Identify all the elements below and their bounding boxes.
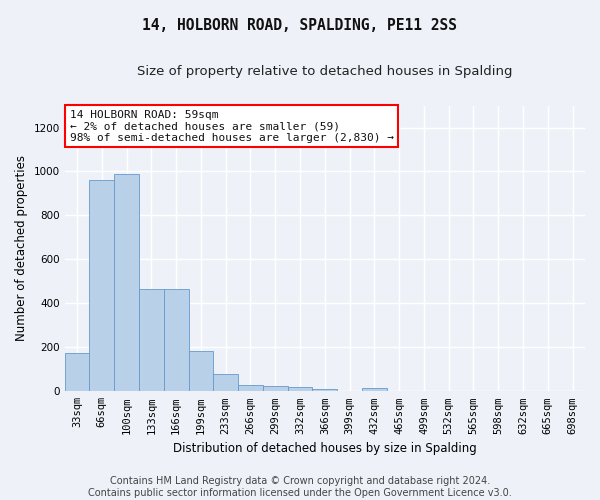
Bar — [362, 388, 387, 392]
Bar — [114, 174, 139, 392]
Bar — [313, 388, 337, 392]
Text: Contains HM Land Registry data © Crown copyright and database right 2024.
Contai: Contains HM Land Registry data © Crown c… — [88, 476, 512, 498]
Bar — [89, 180, 114, 392]
Bar — [188, 350, 214, 392]
Bar — [287, 387, 313, 392]
Bar — [238, 384, 263, 392]
Title: Size of property relative to detached houses in Spalding: Size of property relative to detached ho… — [137, 65, 512, 78]
X-axis label: Distribution of detached houses by size in Spalding: Distribution of detached houses by size … — [173, 442, 477, 455]
Bar — [65, 353, 89, 392]
Text: 14 HOLBORN ROAD: 59sqm
← 2% of detached houses are smaller (59)
98% of semi-deta: 14 HOLBORN ROAD: 59sqm ← 2% of detached … — [70, 110, 394, 143]
Y-axis label: Number of detached properties: Number of detached properties — [15, 156, 28, 342]
Bar — [214, 374, 238, 392]
Bar — [263, 386, 287, 392]
Bar — [139, 289, 164, 392]
Text: 14, HOLBORN ROAD, SPALDING, PE11 2SS: 14, HOLBORN ROAD, SPALDING, PE11 2SS — [143, 18, 458, 32]
Bar — [164, 289, 188, 392]
